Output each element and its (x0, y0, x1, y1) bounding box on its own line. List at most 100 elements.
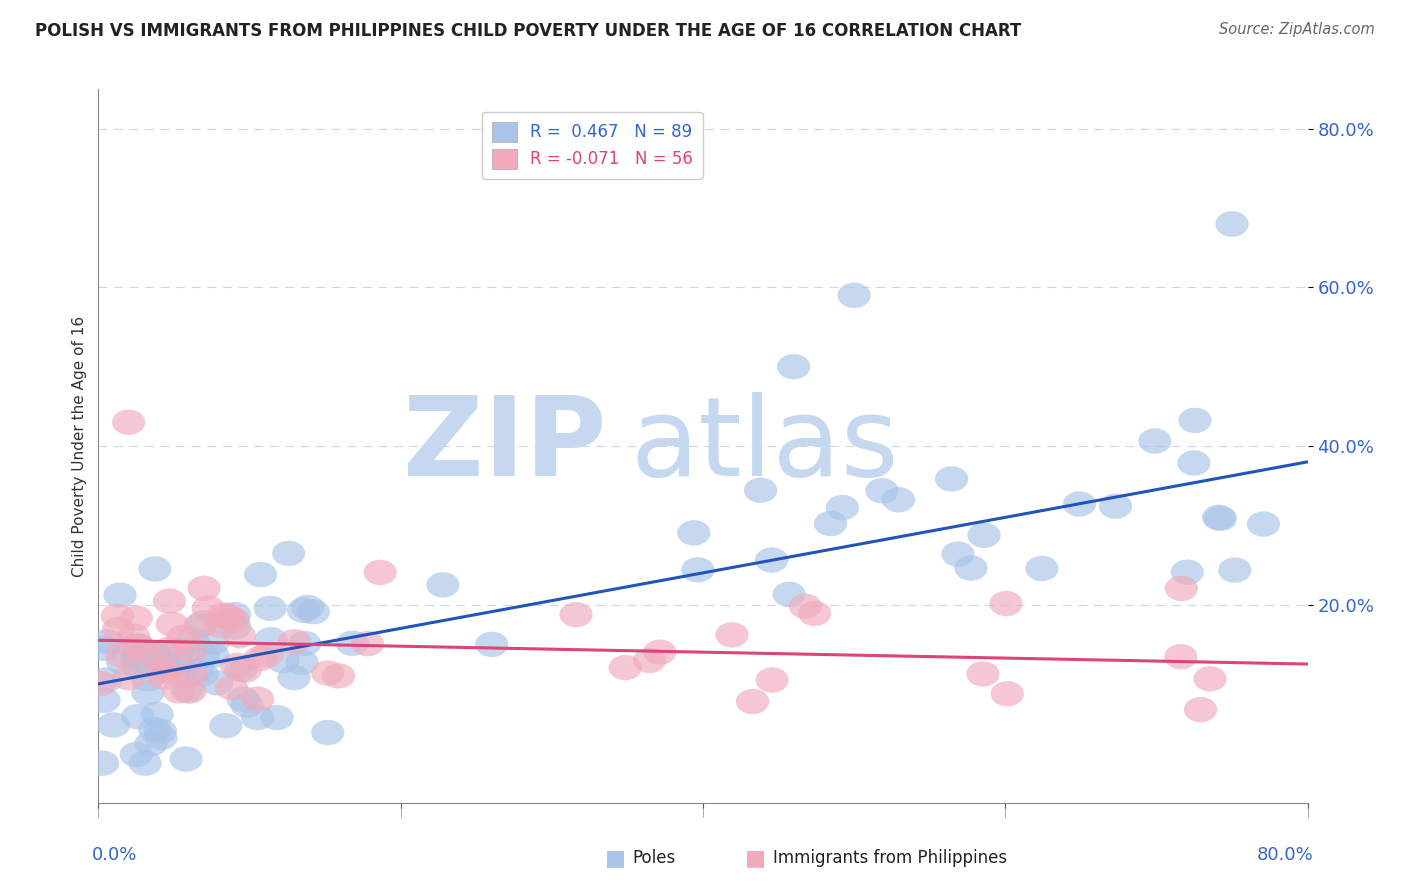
Ellipse shape (967, 523, 1001, 548)
Ellipse shape (120, 742, 153, 767)
Ellipse shape (112, 665, 145, 690)
Text: Source: ZipAtlas.com: Source: ZipAtlas.com (1219, 22, 1375, 37)
Ellipse shape (218, 602, 252, 627)
Ellipse shape (633, 648, 666, 673)
Text: ■: ■ (745, 848, 766, 868)
Ellipse shape (1194, 666, 1226, 691)
Ellipse shape (245, 562, 277, 587)
Ellipse shape (1177, 450, 1211, 475)
Ellipse shape (229, 657, 262, 682)
Ellipse shape (87, 688, 121, 713)
Ellipse shape (1204, 506, 1237, 531)
Y-axis label: Child Poverty Under the Age of 16: Child Poverty Under the Age of 16 (72, 316, 87, 576)
Ellipse shape (253, 596, 287, 621)
Ellipse shape (287, 598, 321, 623)
Ellipse shape (285, 649, 319, 675)
Ellipse shape (297, 599, 330, 624)
Ellipse shape (90, 667, 122, 693)
Ellipse shape (799, 600, 831, 626)
Ellipse shape (138, 557, 172, 582)
Ellipse shape (134, 731, 167, 756)
Ellipse shape (426, 572, 460, 598)
Ellipse shape (86, 750, 120, 776)
Ellipse shape (150, 658, 183, 683)
Ellipse shape (187, 643, 219, 669)
Ellipse shape (170, 678, 204, 703)
Ellipse shape (173, 679, 207, 704)
Ellipse shape (825, 495, 859, 520)
Ellipse shape (121, 632, 153, 658)
Ellipse shape (1171, 559, 1204, 585)
Ellipse shape (336, 631, 368, 656)
Ellipse shape (141, 702, 174, 727)
Ellipse shape (128, 750, 162, 776)
Ellipse shape (865, 478, 898, 503)
Ellipse shape (277, 665, 311, 690)
Ellipse shape (145, 657, 177, 682)
Ellipse shape (231, 692, 264, 718)
Ellipse shape (352, 631, 384, 657)
Ellipse shape (148, 647, 181, 673)
Ellipse shape (609, 655, 643, 681)
Ellipse shape (755, 548, 789, 573)
Ellipse shape (1247, 511, 1279, 537)
Ellipse shape (105, 642, 138, 668)
Ellipse shape (254, 627, 288, 652)
Legend: R =  0.467   N = 89, R = -0.071   N = 56: R = 0.467 N = 89, R = -0.071 N = 56 (482, 112, 703, 179)
Ellipse shape (311, 660, 344, 686)
Ellipse shape (475, 632, 509, 657)
Ellipse shape (271, 541, 305, 566)
Text: 80.0%: 80.0% (1257, 846, 1313, 863)
Ellipse shape (211, 604, 245, 629)
Text: ZIP: ZIP (404, 392, 606, 500)
Ellipse shape (217, 607, 250, 632)
Ellipse shape (121, 704, 155, 730)
Ellipse shape (560, 602, 593, 627)
Ellipse shape (97, 713, 129, 738)
Ellipse shape (1178, 408, 1212, 433)
Ellipse shape (186, 662, 219, 687)
Ellipse shape (101, 616, 135, 642)
Ellipse shape (156, 612, 188, 637)
Ellipse shape (153, 654, 187, 680)
Ellipse shape (250, 642, 284, 667)
Ellipse shape (138, 717, 172, 742)
Ellipse shape (1139, 428, 1171, 454)
Ellipse shape (138, 641, 172, 666)
Ellipse shape (955, 556, 987, 581)
Text: 0.0%: 0.0% (93, 846, 138, 863)
Ellipse shape (200, 670, 233, 696)
Text: atlas: atlas (630, 392, 898, 500)
Ellipse shape (121, 655, 155, 681)
Ellipse shape (682, 558, 714, 582)
Text: Poles: Poles (633, 849, 676, 867)
Ellipse shape (145, 725, 177, 750)
Ellipse shape (191, 596, 225, 621)
Ellipse shape (778, 354, 810, 379)
Ellipse shape (131, 666, 165, 691)
Ellipse shape (128, 642, 162, 667)
Ellipse shape (1063, 491, 1097, 516)
Ellipse shape (1099, 493, 1132, 519)
Ellipse shape (291, 595, 325, 620)
Ellipse shape (744, 477, 778, 503)
Ellipse shape (166, 624, 200, 650)
Ellipse shape (1215, 211, 1249, 236)
Ellipse shape (101, 604, 134, 629)
Ellipse shape (209, 713, 242, 739)
Ellipse shape (83, 671, 117, 697)
Ellipse shape (87, 636, 121, 661)
Ellipse shape (935, 467, 969, 491)
Ellipse shape (218, 615, 252, 640)
Ellipse shape (162, 678, 195, 704)
Ellipse shape (240, 687, 274, 712)
Ellipse shape (181, 658, 214, 683)
Ellipse shape (678, 520, 710, 546)
Ellipse shape (117, 624, 150, 648)
Ellipse shape (153, 637, 187, 662)
Ellipse shape (224, 657, 257, 681)
Ellipse shape (219, 653, 253, 678)
Ellipse shape (1202, 505, 1234, 530)
Ellipse shape (195, 642, 229, 668)
Ellipse shape (991, 681, 1024, 706)
